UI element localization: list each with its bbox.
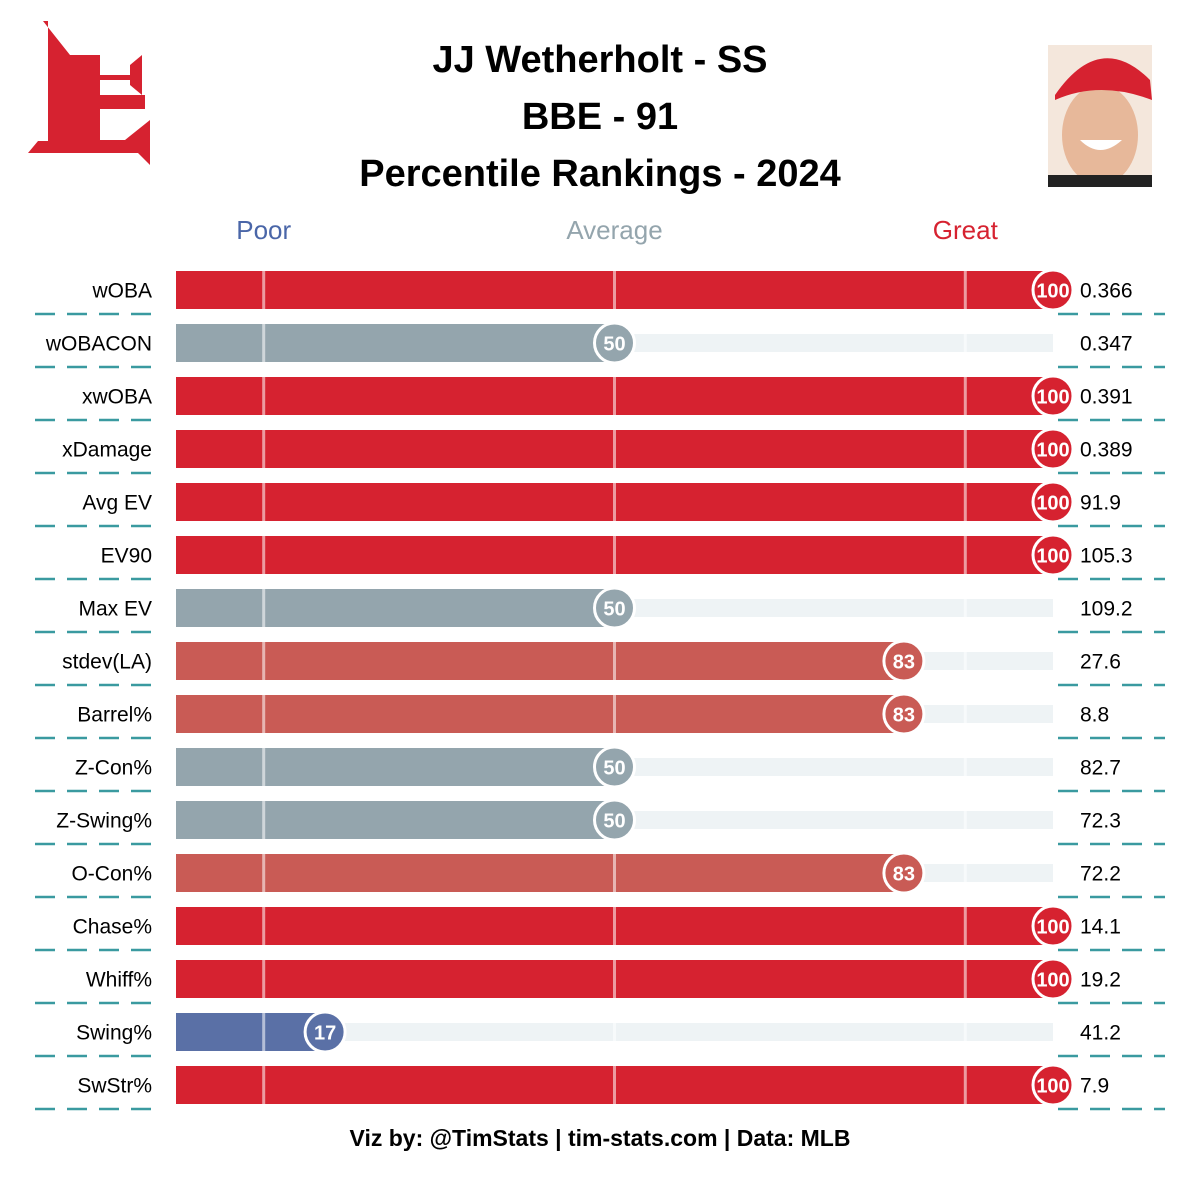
stat-value: 41.2 [1080, 1022, 1121, 1045]
value-label: 100 [1036, 439, 1069, 461]
x-tick-label: Poor [236, 215, 291, 245]
value-badge [593, 321, 636, 365]
value-label: 100 [1036, 386, 1069, 408]
x-tick-label: Great [933, 215, 999, 245]
category-label: Z-Swing% [56, 810, 152, 833]
value-label: 83 [893, 651, 915, 673]
value-label: 100 [1036, 916, 1069, 938]
stat-value: 91.9 [1080, 492, 1121, 515]
stat-value: 105.3 [1080, 545, 1133, 568]
value-badge [593, 586, 636, 630]
stat-value: 27.6 [1080, 651, 1121, 674]
category-label: wOBACON [45, 333, 152, 356]
stat-value: 0.347 [1080, 333, 1133, 356]
bar [176, 854, 904, 892]
value-label: 100 [1036, 492, 1069, 514]
value-badge [1031, 1063, 1075, 1107]
value-label: 50 [603, 333, 625, 355]
stat-value: 72.3 [1080, 810, 1121, 833]
bar [176, 324, 615, 362]
title-line: JJ Wetherholt - SS [432, 39, 767, 81]
value-badge [1031, 533, 1075, 577]
value-badge [1031, 957, 1075, 1001]
category-label: Barrel% [77, 704, 152, 727]
value-badge [882, 851, 926, 895]
team-logo [28, 21, 150, 165]
bar [176, 748, 615, 786]
player-photo [1048, 45, 1152, 187]
stat-value: 7.9 [1080, 1075, 1109, 1098]
bar [176, 1013, 326, 1051]
bar [176, 642, 904, 680]
value-label: 50 [603, 598, 625, 620]
stat-value: 0.366 [1080, 280, 1133, 303]
value-badge [1031, 268, 1075, 312]
bar [176, 695, 904, 733]
value-label: 100 [1036, 969, 1069, 991]
value-badge [1031, 374, 1075, 418]
stat-value: 109.2 [1080, 598, 1133, 621]
bar [176, 801, 615, 839]
category-label: xwOBA [82, 386, 152, 409]
value-label: 50 [603, 810, 625, 832]
value-label: 100 [1036, 280, 1069, 302]
stat-value: 82.7 [1080, 757, 1121, 780]
value-badge [882, 639, 926, 683]
category-label: xDamage [62, 439, 152, 462]
category-label: Avg EV [82, 492, 152, 515]
footer: Viz by: @TimStats | tim-stats.com | Data… [350, 1125, 851, 1151]
category-label: O-Con% [71, 863, 152, 886]
value-label: 100 [1036, 1075, 1069, 1097]
value-badge [1031, 904, 1075, 948]
category-label: wOBA [91, 280, 152, 303]
category-label: Z-Con% [75, 757, 152, 780]
category-label: Swing% [76, 1022, 152, 1045]
stat-value: 0.389 [1080, 439, 1133, 462]
stat-value: 0.391 [1080, 386, 1133, 409]
value-badge [1031, 480, 1075, 524]
value-badge [303, 1010, 347, 1054]
category-label: Chase% [73, 916, 152, 939]
value-label: 17 [314, 1022, 336, 1044]
value-label: 100 [1036, 545, 1069, 567]
category-label: stdev(LA) [62, 651, 152, 674]
value-label: 83 [893, 704, 915, 726]
value-badge [882, 692, 926, 736]
x-tick-label: Average [566, 215, 662, 245]
stat-value: 14.1 [1080, 916, 1121, 939]
stat-value: 8.8 [1080, 704, 1109, 727]
value-badge [1031, 427, 1075, 471]
title-line: Percentile Rankings - 2024 [359, 153, 841, 195]
title-line: BBE - 91 [522, 96, 678, 138]
stat-value: 19.2 [1080, 969, 1121, 992]
value-label: 83 [893, 863, 915, 885]
value-badge [593, 745, 636, 789]
bar [176, 589, 615, 627]
category-label: SwStr% [77, 1075, 152, 1098]
value-badge [593, 798, 636, 842]
category-label: Max EV [78, 598, 152, 621]
category-label: Whiff% [86, 969, 152, 992]
value-label: 50 [603, 757, 625, 779]
stat-value: 72.2 [1080, 863, 1121, 886]
category-label: EV90 [101, 545, 152, 568]
